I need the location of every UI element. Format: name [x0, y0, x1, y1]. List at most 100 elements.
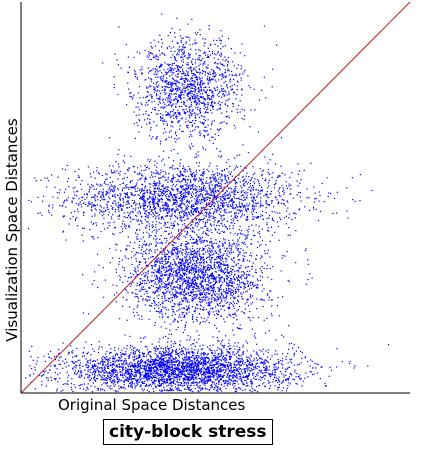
data-point: [218, 356, 221, 358]
data-point: [143, 169, 145, 171]
data-point: [87, 370, 89, 372]
data-point: [168, 350, 170, 352]
data-point: [189, 366, 191, 368]
data-point: [188, 352, 190, 354]
data-point: [161, 363, 163, 365]
data-point: [202, 364, 204, 366]
data-point: [70, 345, 72, 347]
data-point: [178, 353, 180, 355]
data-point: [130, 385, 132, 387]
data-point: [66, 383, 68, 385]
data-point: [173, 373, 176, 375]
data-point: [88, 379, 90, 381]
data-point: [215, 224, 218, 227]
data-point: [234, 207, 236, 209]
data-point: [56, 368, 58, 370]
data-point: [165, 372, 167, 374]
data-point: [218, 200, 220, 202]
data-point: [250, 370, 252, 372]
data-point: [200, 348, 202, 350]
data-point: [127, 369, 129, 371]
data-point: [203, 362, 205, 364]
data-point: [155, 359, 157, 361]
data-point: [206, 221, 209, 223]
data-point: [196, 203, 198, 205]
data-point: [156, 354, 158, 356]
data-point: [142, 390, 144, 392]
data-point: [153, 200, 155, 202]
data-point: [217, 172, 219, 174]
data-point: [247, 367, 249, 369]
data-point: [219, 195, 221, 197]
data-point: [135, 374, 137, 376]
data-point: [233, 375, 235, 377]
data-point: [166, 380, 168, 382]
data-point: [104, 358, 106, 360]
data-point: [148, 352, 150, 354]
data-point: [133, 347, 135, 349]
data-point: [145, 368, 147, 370]
data-point: [144, 367, 146, 369]
data-point: [216, 389, 219, 391]
data-point: [184, 169, 186, 171]
data-point: [194, 187, 196, 189]
data-point: [178, 175, 180, 178]
data-point: [121, 228, 124, 230]
data-point: [52, 196, 54, 198]
data-point: [221, 369, 223, 371]
data-point: [54, 366, 56, 368]
data-point: [171, 235, 173, 237]
data-point: [143, 354, 145, 356]
data-point: [206, 213, 208, 215]
data-point: [153, 366, 155, 368]
data-point: [222, 201, 224, 203]
data-point: [158, 381, 160, 383]
data-point: [221, 180, 223, 182]
data-point: [216, 196, 218, 198]
data-point: [181, 196, 183, 198]
data-point: [232, 201, 234, 204]
data-point: [193, 172, 195, 174]
data-point: [96, 167, 98, 169]
data-point: [257, 365, 259, 367]
data-point: [229, 225, 231, 227]
data-point: [118, 166, 120, 168]
data-point: [245, 368, 247, 370]
data-point: [292, 378, 294, 380]
data-point: [194, 364, 196, 366]
data-point: [287, 377, 289, 379]
data-point: [149, 191, 151, 193]
data-point: [134, 363, 136, 365]
data-point: [300, 200, 302, 202]
data-point: [171, 356, 173, 358]
data-point: [174, 361, 176, 363]
data-point: [158, 214, 160, 216]
data-point: [88, 188, 91, 191]
data-point: [113, 364, 115, 366]
data-point: [156, 368, 158, 371]
data-point: [233, 362, 235, 364]
data-point: [131, 199, 133, 202]
data-point: [158, 218, 160, 220]
data-point: [194, 198, 196, 200]
data-point: [128, 378, 130, 380]
data-point: [168, 233, 170, 235]
data-point: [228, 375, 230, 378]
data-point: [281, 390, 283, 392]
data-point: [166, 214, 168, 216]
data-point: [181, 224, 184, 226]
data-point: [215, 361, 217, 363]
data-point: [56, 388, 58, 390]
data-point: [240, 358, 243, 360]
data-point: [147, 366, 150, 368]
data-point: [118, 215, 121, 217]
data-point: [177, 223, 179, 225]
data-point: [182, 189, 184, 191]
data-point: [169, 366, 171, 369]
data-point: [243, 182, 245, 184]
data-point: [154, 190, 156, 192]
data-point: [130, 385, 132, 388]
data-point: [179, 172, 182, 174]
data-point: [188, 373, 190, 375]
data-point: [95, 380, 97, 382]
